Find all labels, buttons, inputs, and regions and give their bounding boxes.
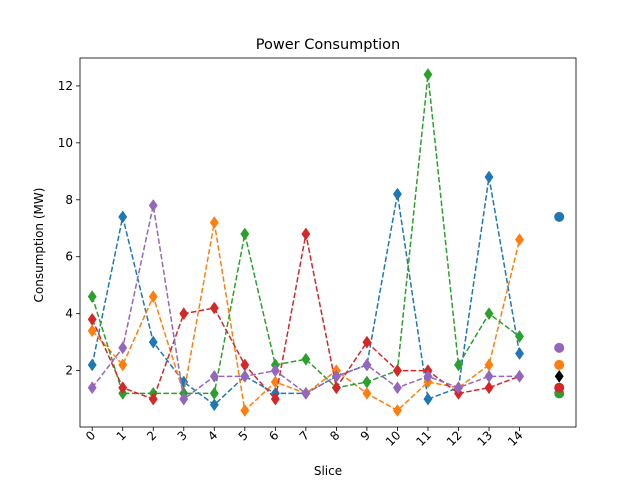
data-point [331, 369, 341, 383]
x-axis-label: Slice [314, 464, 342, 478]
data-point [118, 381, 128, 395]
y-tick-label: 8 [65, 193, 73, 207]
data-point [453, 381, 463, 395]
y-tick-label: 12 [58, 79, 73, 93]
data-point [484, 381, 494, 395]
data-point [209, 386, 219, 400]
data-point [392, 404, 402, 417]
end-marker [554, 382, 565, 393]
data-point [87, 290, 97, 304]
data-point [423, 369, 433, 383]
data-point [179, 307, 189, 321]
data-point [209, 398, 219, 412]
data-point [270, 364, 280, 378]
data-point [484, 369, 494, 383]
data-point [515, 233, 525, 247]
data-point [301, 352, 311, 366]
data-point [270, 392, 280, 406]
data-point [362, 375, 372, 389]
data-point [515, 347, 525, 360]
data-point [484, 307, 494, 321]
data-point [240, 227, 250, 241]
data-point [484, 170, 494, 184]
data-point [331, 381, 341, 395]
data-point [148, 290, 158, 304]
data-point [392, 381, 402, 395]
data-point [118, 210, 128, 224]
data-point [209, 216, 219, 230]
data-point [87, 324, 97, 338]
data-point [87, 358, 97, 372]
data-point [301, 386, 311, 400]
data-point [362, 386, 372, 400]
data-point [118, 341, 128, 355]
y-axis-label: Consumption (MW) [32, 188, 46, 303]
data-point [87, 312, 97, 326]
data-point [240, 369, 250, 383]
data-point [423, 68, 433, 81]
data-point [515, 330, 525, 343]
end-marker [554, 211, 565, 222]
end-marker [554, 359, 565, 370]
plot-frame [79, 57, 577, 428]
data-point [392, 187, 402, 201]
data-point [118, 358, 128, 372]
y-tick-label: 10 [58, 136, 73, 150]
data-point [515, 369, 525, 383]
data-point [148, 199, 158, 212]
data-point [240, 404, 250, 417]
y-tick-label: 2 [65, 364, 73, 378]
series-line [91, 74, 520, 395]
data-point [301, 227, 311, 241]
data-point [453, 358, 463, 372]
data-point [392, 364, 402, 378]
chart-title: Power Consumption [256, 37, 400, 53]
y-tick-label: 6 [65, 250, 73, 264]
y-tick-label: 4 [65, 307, 73, 321]
data-point [423, 392, 433, 406]
data-point [362, 358, 372, 372]
data-point [148, 335, 158, 349]
data-point [209, 301, 219, 315]
data-point [554, 369, 564, 383]
data-point [362, 335, 372, 349]
data-point [209, 369, 219, 383]
end-marker [554, 342, 565, 353]
data-point [179, 392, 189, 406]
data-point [148, 392, 158, 406]
data-point [87, 381, 97, 395]
